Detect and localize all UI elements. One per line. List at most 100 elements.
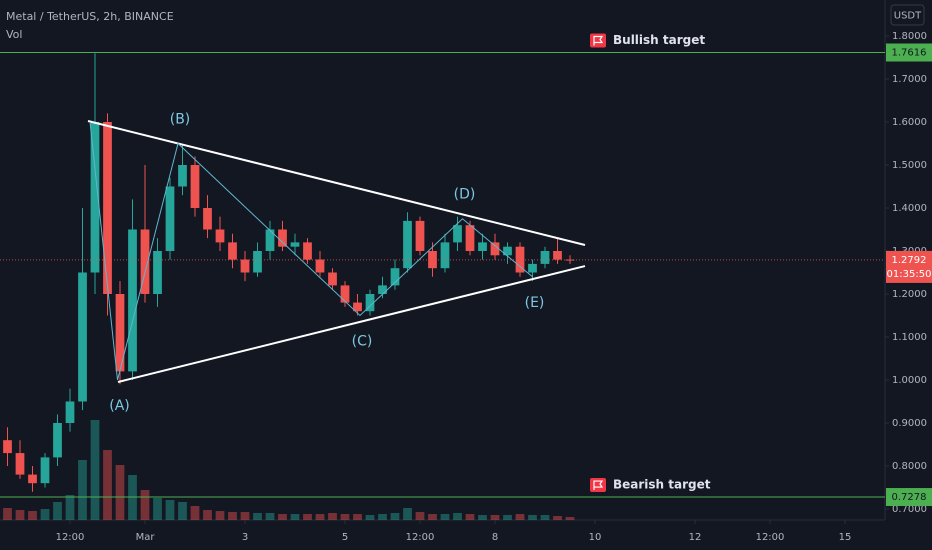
candle-body: [165, 186, 175, 251]
currency-box[interactable]: [890, 4, 925, 26]
currency[interactable]: USDT: [894, 11, 922, 22]
candle-body: [553, 250, 562, 260]
volume-bar: [565, 517, 575, 520]
wave-label: (C): [352, 333, 373, 349]
y-tick-label: 1.4000: [892, 203, 927, 214]
volume-bar: [190, 506, 200, 520]
volume-bar: [415, 512, 425, 520]
trendline: [87, 120, 586, 246]
candle-body: [303, 242, 312, 260]
volume-bar: [290, 514, 300, 520]
x-tick-label: 8: [492, 532, 498, 543]
candle-body: [478, 242, 487, 251]
candle-body: [528, 263, 537, 273]
volume-bar: [15, 510, 25, 520]
x-tick-label: 12:00: [406, 532, 435, 543]
candle-body: [215, 229, 225, 243]
candle-body: [315, 259, 325, 273]
volume-bar: [253, 513, 262, 520]
volume-bar: [153, 498, 162, 520]
volume-bar: [453, 513, 462, 520]
volume-bar: [390, 513, 400, 520]
volume-bar: [265, 513, 275, 520]
candle-body: [465, 225, 475, 251]
volume-bar: [528, 515, 537, 520]
volume-bar: [340, 514, 350, 520]
volume-bar: [78, 460, 87, 520]
volume-bar: [490, 515, 500, 520]
candle-body: [240, 259, 250, 273]
target-tag: [886, 488, 932, 507]
candle-body: [340, 285, 350, 303]
candle-body: [540, 250, 550, 264]
candle-body: [453, 225, 462, 243]
volume-bar: [315, 514, 325, 520]
volume-bar: [478, 515, 487, 520]
y-tick-label: 0.8000: [892, 461, 927, 472]
y-tick-label: 1.8000: [892, 31, 927, 42]
wave-label: (A): [109, 398, 130, 414]
volume-bar: [3, 508, 12, 520]
candle-body: [115, 293, 125, 372]
candle-body: [353, 302, 362, 312]
last-price-tag: [886, 250, 932, 283]
wave-label: (E): [525, 295, 545, 311]
x-tick-label: Mar: [136, 532, 156, 543]
candle-body: [365, 293, 375, 312]
candle-body: [65, 401, 75, 423]
x-tick-label: 12:00: [756, 532, 785, 543]
volume-bar: [178, 502, 187, 520]
candle-body: [278, 229, 287, 247]
candle-body: [328, 272, 337, 286]
volume-bar: [465, 514, 475, 520]
candle-body: [503, 246, 512, 256]
candle-body: [228, 242, 237, 260]
x-tick-label: 10: [589, 532, 602, 543]
candle-body: [403, 220, 412, 269]
countdown: 01:35:50: [887, 269, 932, 280]
candle-body: [290, 242, 300, 247]
last-price-label: 1.2792: [892, 255, 927, 266]
volume-bar: [378, 514, 387, 520]
volume-bar: [53, 502, 62, 520]
flag-mark: [593, 35, 604, 46]
chart-title: Metal / TetherUS, 2h, BINANCE: [6, 10, 174, 23]
candle-body: [78, 272, 87, 402]
volume-bar: [428, 514, 437, 520]
candle-body: [378, 285, 387, 294]
target-note: Bearish target: [613, 478, 711, 492]
volume-bar: [103, 450, 112, 520]
volume-bar: [553, 516, 562, 520]
candle-body: [103, 121, 112, 294]
volume-bar: [303, 514, 312, 520]
x-tick-label: 5: [342, 532, 348, 543]
target-tag: [886, 43, 932, 62]
x-tick-label: 3: [242, 532, 248, 543]
target-note: Bullish target: [613, 33, 705, 47]
trendline: [117, 265, 586, 383]
candle-body: [28, 474, 37, 484]
y-tick-label: 1.7000: [892, 74, 927, 85]
y-tick-label: 0.7000: [892, 504, 927, 515]
volume-bar: [540, 515, 550, 520]
target-tag-label: 1.7616: [892, 48, 927, 59]
candle-body: [390, 268, 400, 286]
y-tick-label: 1.1000: [892, 332, 927, 343]
wave-label: (B): [170, 111, 191, 127]
volume-bar: [228, 512, 237, 520]
candle-body: [203, 207, 212, 230]
candle-body: [190, 164, 200, 208]
volume-bar: [240, 512, 250, 520]
volume-bar: [65, 495, 75, 520]
candle-body: [40, 457, 50, 484]
y-tick-label: 1.0000: [892, 375, 927, 386]
candle-body: [128, 229, 137, 372]
candle-body: [90, 121, 100, 273]
volume-bar: [515, 514, 525, 520]
volume-bar: [28, 511, 37, 520]
volume-bar: [215, 511, 225, 520]
volume-bar: [278, 514, 287, 520]
wave-path: [89, 121, 533, 381]
